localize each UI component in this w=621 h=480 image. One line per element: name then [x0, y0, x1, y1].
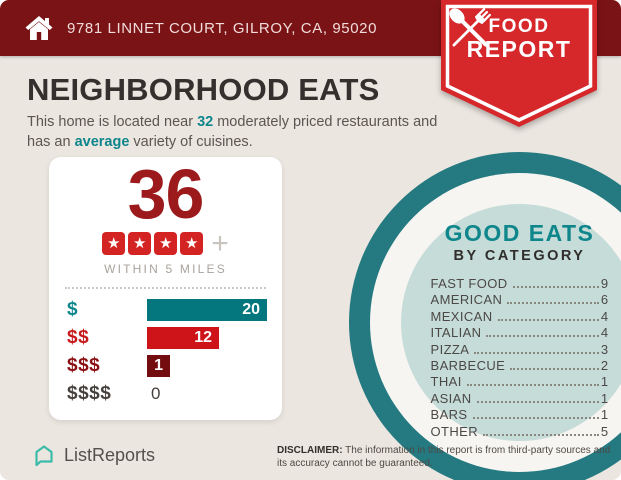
star-icon: ★ [154, 232, 178, 255]
category-list: FAST FOOD 9 AMERICAN 6 MEXICAN 4 ITALIAN 4 PIZZA… [431, 276, 609, 440]
listreports-brand-text: ListReports [64, 444, 156, 465]
price-bar: 20 [147, 299, 267, 321]
category-row: AMERICAN 6 [431, 292, 609, 308]
category-label: BARS [430, 407, 468, 423]
price-bar: 1 [147, 355, 170, 377]
category-count: 1 [600, 390, 609, 406]
good-eats-circle: GOOD EATS BY CATEGORY FAST FOOD 9 AMERICAN… [349, 152, 621, 480]
category-count: 9 [600, 276, 609, 291]
listreports-logo: ListReports [32, 443, 155, 467]
home-icon [25, 16, 53, 40]
category-label: ITALIAN [430, 325, 482, 341]
price-bar-zero-value: 0 [151, 384, 161, 403]
category-label: THAI [430, 374, 462, 390]
disclaimer-body: The information in this report is from t… [277, 445, 611, 470]
price-row: $$$ 1 [67, 355, 267, 377]
dotted-leader [512, 286, 599, 288]
dotted-leader [507, 302, 599, 305]
page-title: NEIGHBORHOOD EATS [27, 72, 380, 107]
property-address: 9781 LINNET COURT, GILROY, CA, 95020 [67, 19, 378, 37]
disclaimer-label: DISCLAIMER: [277, 445, 343, 456]
intro-part1: This home is located near [27, 114, 198, 130]
rating-row: ★ ★ ★ ★ + [49, 227, 282, 260]
good-eats-subtitle: BY CATEGORY [453, 248, 586, 264]
plus-sign: + [211, 227, 229, 260]
dotted-leader [483, 433, 599, 436]
dotted-leader [466, 384, 599, 387]
category-count: 2 [600, 357, 609, 373]
category-label: BARBECUE [430, 357, 506, 373]
category-row: ITALIAN 4 [431, 325, 609, 341]
dotted-leader [472, 417, 599, 420]
good-eats-content: GOOD EATS BY CATEGORY FAST FOOD 9 AMERICAN… [349, 220, 621, 440]
price-tier-label: $ [67, 299, 79, 320]
dotted-leader [474, 351, 599, 354]
category-row: ASIAN 1 [431, 391, 609, 407]
category-count: 3 [600, 341, 609, 357]
category-count: 5 [600, 423, 609, 439]
category-label: AMERICAN [430, 292, 503, 308]
category-label: PIZZA [430, 341, 470, 357]
price-bar-chart: $20 $$ 12 $$$ 1 $$$$ 0 [49, 299, 282, 405]
price-row: $$ 12 [67, 327, 267, 349]
category-label: ASIAN [430, 390, 472, 406]
listreports-house-icon [35, 445, 53, 467]
category-count: 6 [600, 292, 609, 308]
intro-part3: variety of cuisines. [129, 134, 253, 150]
badge-title-line1: FOOD [488, 16, 550, 37]
category-row: THAI 1 [431, 374, 609, 390]
category-row: MEXICAN 4 [431, 309, 609, 325]
intro-count: 32 [197, 114, 214, 130]
food-report-badge: FOOD REPORT [441, 0, 597, 140]
dotted-leader [476, 400, 599, 403]
intro-part2: moderately priced restaurants and has an [27, 114, 438, 150]
category-count: 4 [600, 325, 609, 341]
ribbon-shape [441, 0, 597, 127]
crossed-spoon-fork-icon [449, 8, 491, 47]
category-count: 1 [600, 374, 609, 390]
price-tier-label: $$$$ [67, 383, 112, 404]
category-row: FAST FOOD 9 [431, 276, 609, 292]
star-icon: ★ [180, 232, 204, 255]
price-tier-label: $$$ [67, 355, 101, 376]
restaurant-count: 36 [127, 155, 205, 233]
price-tier-label: $$ [67, 327, 90, 348]
category-count: 1 [600, 407, 609, 423]
dotted-leader [510, 367, 599, 370]
price-bar: 12 [147, 327, 219, 349]
dotted-leader [497, 318, 599, 321]
category-label: FAST FOOD [430, 276, 508, 291]
stats-card: 36 ★ ★ ★ ★ + WITHIN 5 MILES $20 $$ 12 $$$ 1 $$$$… [49, 157, 282, 420]
price-row: $20 [67, 299, 267, 321]
good-eats-title: GOOD EATS [444, 220, 595, 246]
intro-text: This home is located near 32 moderately … [27, 112, 439, 152]
category-row: BARBECUE 2 [431, 358, 609, 374]
star-rating: ★ ★ ★ ★ [102, 232, 204, 255]
dotted-leader [486, 335, 599, 338]
category-row: OTHER 5 [431, 424, 609, 440]
category-label: MEXICAN [430, 308, 493, 324]
category-row: BARS 1 [431, 407, 609, 423]
category-count: 4 [600, 308, 609, 324]
category-row: PIZZA 3 [431, 342, 609, 358]
star-icon: ★ [102, 232, 126, 255]
within-miles-caption: WITHIN 5 MILES [104, 262, 227, 276]
star-icon: ★ [128, 232, 152, 255]
disclaimer-text: DISCLAIMER: The information in this repo… [277, 444, 611, 470]
intro-highlight: average [74, 134, 130, 150]
price-row: $$$$ 0 [67, 383, 267, 405]
category-label: OTHER [430, 423, 478, 439]
dotted-divider [65, 287, 266, 289]
